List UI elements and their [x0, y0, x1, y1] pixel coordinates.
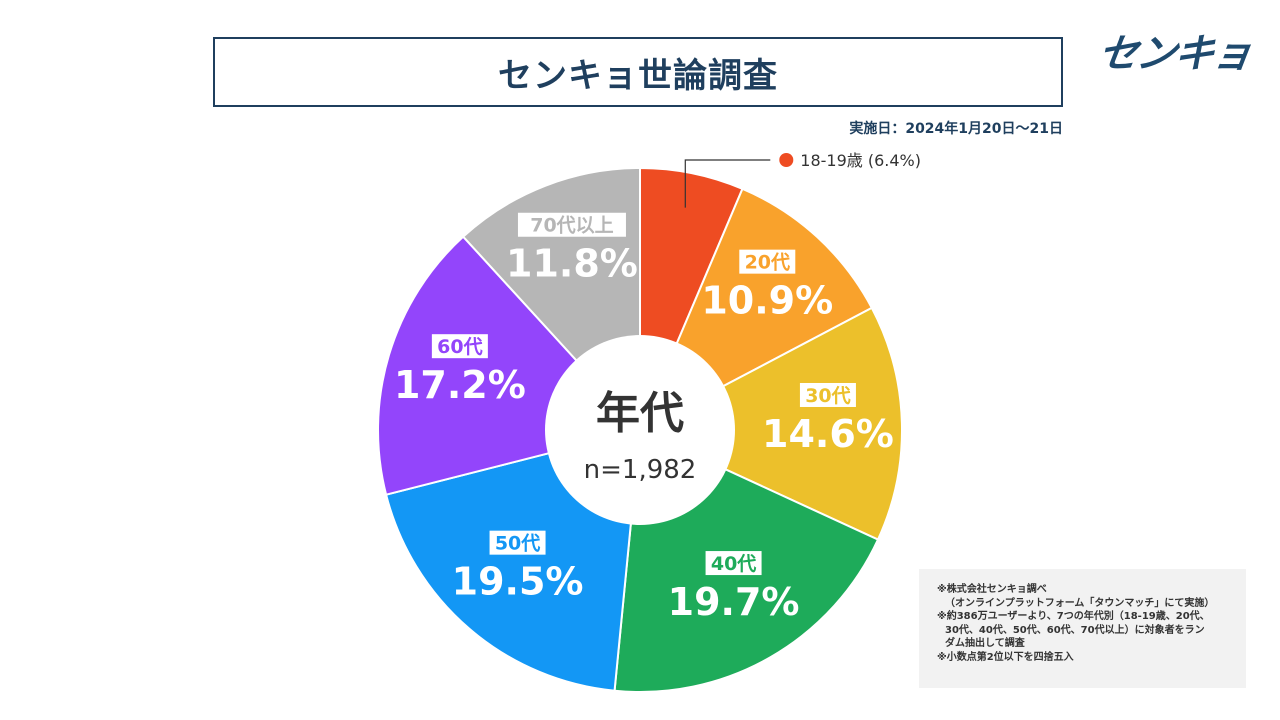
callout-marker [779, 153, 794, 167]
slice-value-70plus: 11.8% [506, 242, 638, 286]
notes-box: ※株式会社センキョ調べ （オンラインプラットフォーム「タウンマッチ」にて実施） … [919, 569, 1246, 688]
donut-hole [545, 335, 735, 525]
callout-line [684, 159, 771, 208]
slice-label-20s: 20代 [745, 252, 790, 274]
slice-tag-bg [739, 249, 796, 274]
callout-label-18-19: 18-19歳 (6.4%) [800, 151, 921, 170]
slice-value-30s: 14.6% [762, 412, 894, 456]
slice-value-20s: 10.9% [701, 279, 833, 323]
slice-label-40s: 40代 [711, 553, 756, 575]
slice-tag-bg [705, 551, 762, 576]
note-line: ダム抽出して調査 [945, 638, 1025, 649]
note-line: （オンラインプラットフォーム「タウンマッチ」にて実施） [945, 597, 1215, 609]
slice-label-30s: 30代 [805, 385, 850, 407]
title-box: センキョ世論調査 [213, 37, 1063, 107]
slice-value-50s: 19.5% [452, 560, 584, 604]
slice-tag-bg [799, 382, 856, 407]
page-title: センキョ世論調査 [498, 55, 778, 96]
slice-tag-bg [517, 212, 626, 237]
center-sub-label: n=1,982 [584, 455, 697, 485]
note-line: ※小数点第2位以下を四捨五入 [937, 651, 1074, 663]
note-line: 30代、40代、50代、60代、70代以上）に対象者をラン [945, 624, 1205, 636]
slice-label-70plus: 70代以上 [530, 215, 613, 237]
survey-date: 実施日：2024年1月20日～21日 [849, 121, 1063, 137]
pie-slice-30s [637, 306, 903, 541]
note-line: ※約386万ユーザーより、7つの年代別（18-19歳、20代、 [937, 611, 1210, 622]
slice-value-60s: 17.2% [394, 363, 526, 407]
slice-label-60s: 60代 [437, 336, 482, 358]
slice-tag-bg [431, 334, 488, 359]
slice-value-40s: 19.7% [668, 580, 800, 624]
center-label: 年代 [596, 388, 684, 439]
slice-label-50s: 50代 [495, 533, 540, 555]
slice-tag-bg [489, 530, 546, 555]
note-line: ※株式会社センキョ調べ [937, 584, 1047, 595]
